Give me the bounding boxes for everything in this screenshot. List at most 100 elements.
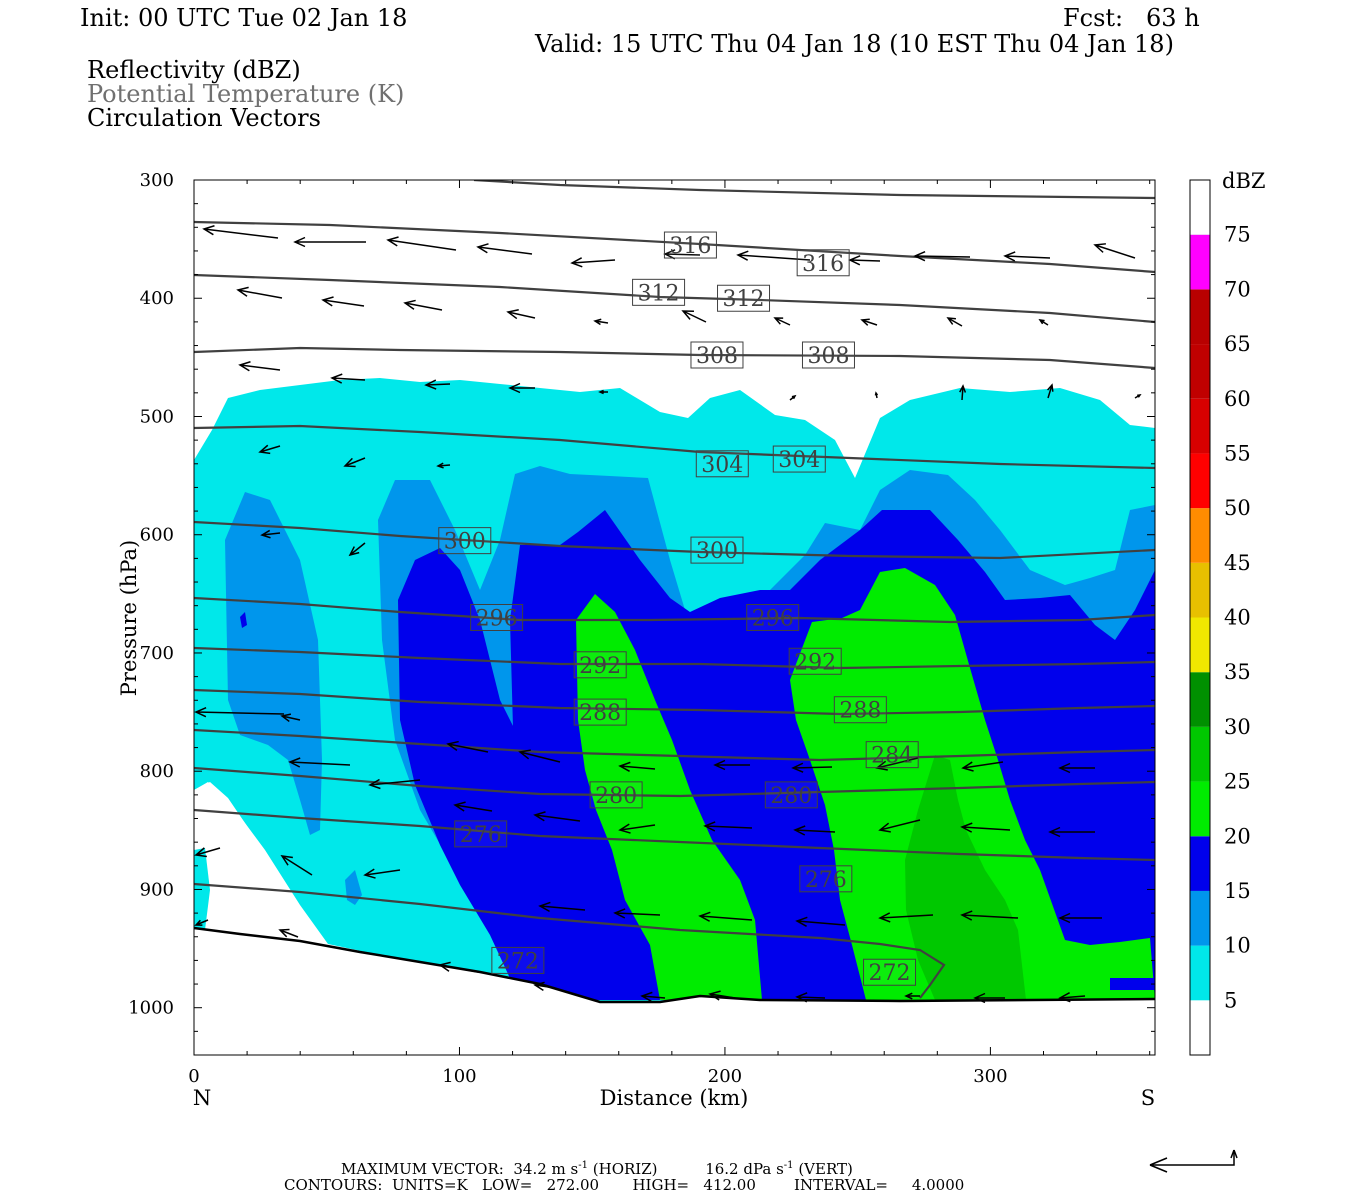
theta-label-box (746, 604, 800, 631)
max-vector-horiz-tag: (HORIZ) (592, 1160, 658, 1178)
colorbar-tick-label: 60 (1224, 387, 1251, 411)
theta-label-box (690, 536, 744, 564)
reflectivity-region-c25 (905, 755, 1026, 1000)
theta-label-box (764, 781, 818, 809)
theta-label-box (695, 450, 749, 478)
theta-label-box (573, 651, 627, 679)
circulation-vector (368, 778, 421, 790)
theta-contour-line (194, 596, 1155, 624)
y-axis-label: Pressure (hPa) (117, 540, 141, 696)
theta-label-box (663, 231, 717, 259)
colorbar-swatch (1190, 453, 1210, 509)
colorbar-unit: dBZ (1222, 169, 1265, 193)
colorbar-tick-label: 30 (1224, 715, 1251, 739)
theta-label-box (438, 527, 492, 555)
circulation-vector (878, 819, 921, 833)
circulation-vector (280, 855, 313, 876)
circulation-vector (613, 908, 661, 919)
circulation-vector (736, 250, 811, 261)
theta-label: 292 (794, 650, 836, 675)
circulation-vector (436, 462, 451, 469)
theta-label: 300 (444, 530, 486, 555)
circulation-vector (791, 762, 833, 773)
max-vector-vert-tag: (VERT) (798, 1160, 853, 1178)
theta-label: 272 (497, 949, 539, 974)
colorbar-swatch-above-75 (1190, 180, 1210, 235)
theta-contour-line (194, 808, 1155, 862)
theta-label: 300 (696, 539, 738, 564)
circulation-vector (789, 394, 797, 401)
colorbar-frame (1189, 179, 1211, 1056)
field-circulation-vectors: Circulation Vectors (87, 104, 321, 132)
circulation-vector (1093, 243, 1136, 259)
colorbar-swatch (1190, 945, 1210, 1001)
reflectivity-region-c20 (576, 594, 762, 1000)
circulation-vector (913, 250, 971, 262)
reflectivity-region-corner (1110, 978, 1155, 990)
y-tick-label: 800 (140, 761, 174, 782)
circulation-vector (446, 740, 489, 753)
colorbar-tick-label: 15 (1224, 879, 1251, 903)
colorbar-swatch (1190, 890, 1210, 946)
field-reflectivity: Reflectivity (dBZ) (87, 56, 301, 84)
theta-contour-line (194, 273, 1155, 324)
theta-label-box (799, 865, 853, 893)
circulation-vector (236, 286, 283, 299)
contour-note: CONTOURS: UNITS=K LOW= 272.00 HIGH= 412.… (284, 1176, 965, 1194)
colorbar-swatch (1190, 234, 1210, 290)
colorbar-swatch (1190, 398, 1210, 454)
theta-contour-line (194, 728, 1155, 762)
circulation-vector (960, 910, 1019, 921)
colorbar-tick-label: 75 (1224, 223, 1251, 247)
colorbar: 5 10 15 20 25 30 35 40 45 50 55 60 65 70 75 dBZ (1189, 169, 1265, 1056)
theta-contour-line (194, 688, 1155, 716)
circulation-vector (538, 901, 586, 913)
y-tick-label: 500 (140, 406, 174, 427)
colorbar-tick-label: 35 (1224, 660, 1251, 684)
circulation-vector (194, 919, 209, 926)
theta-label-box (863, 958, 917, 986)
theta-label: 292 (579, 654, 621, 679)
circulation-vector (1003, 251, 1051, 262)
theta-label-box (573, 698, 627, 726)
theta-label-box (491, 946, 545, 974)
circulation-vector (202, 225, 279, 239)
reference-vector (1149, 1149, 1238, 1173)
below-ground-mask (194, 928, 1155, 1055)
theta-label: 312 (638, 281, 680, 306)
circulation-vector (194, 847, 221, 858)
colorbar-tick-label: 20 (1224, 824, 1251, 848)
circulation-vector (1058, 912, 1102, 924)
theta-label-box (690, 341, 744, 369)
circulation-vector (1038, 319, 1049, 326)
clear-air-region (194, 782, 326, 944)
circulation-vector (618, 761, 656, 772)
circulation-vector (640, 991, 666, 1003)
theta-contour-line (194, 220, 1155, 274)
x-tick-label: 200 (708, 1066, 742, 1087)
colorbar-tick-label: 45 (1224, 551, 1251, 575)
circulation-vector (1058, 762, 1095, 774)
circulation-vector (1047, 383, 1054, 399)
circulation-vector (453, 801, 493, 812)
theta-label-box (470, 604, 524, 631)
circulation-vector (438, 961, 479, 973)
colorbar-swatch (1190, 289, 1210, 345)
circulation-vector (570, 257, 616, 268)
circulation-vector (508, 382, 535, 394)
colorbar-tick-label: 55 (1224, 441, 1251, 465)
reflectivity-region-c20 (790, 568, 1155, 1000)
circulation-vector (278, 928, 299, 938)
colorbar-swatch (1190, 508, 1210, 563)
circulation-vector (860, 318, 878, 326)
circulation-vector (713, 759, 750, 771)
theta-contour-line (194, 766, 1155, 798)
theta-label-box (717, 284, 771, 312)
circulation-vector (386, 236, 457, 251)
circulation-vector (698, 911, 753, 922)
forecast-hour: Fcst: 63 h (1063, 4, 1200, 32)
circulation-vector (363, 868, 401, 879)
circulation-vector (946, 317, 963, 327)
